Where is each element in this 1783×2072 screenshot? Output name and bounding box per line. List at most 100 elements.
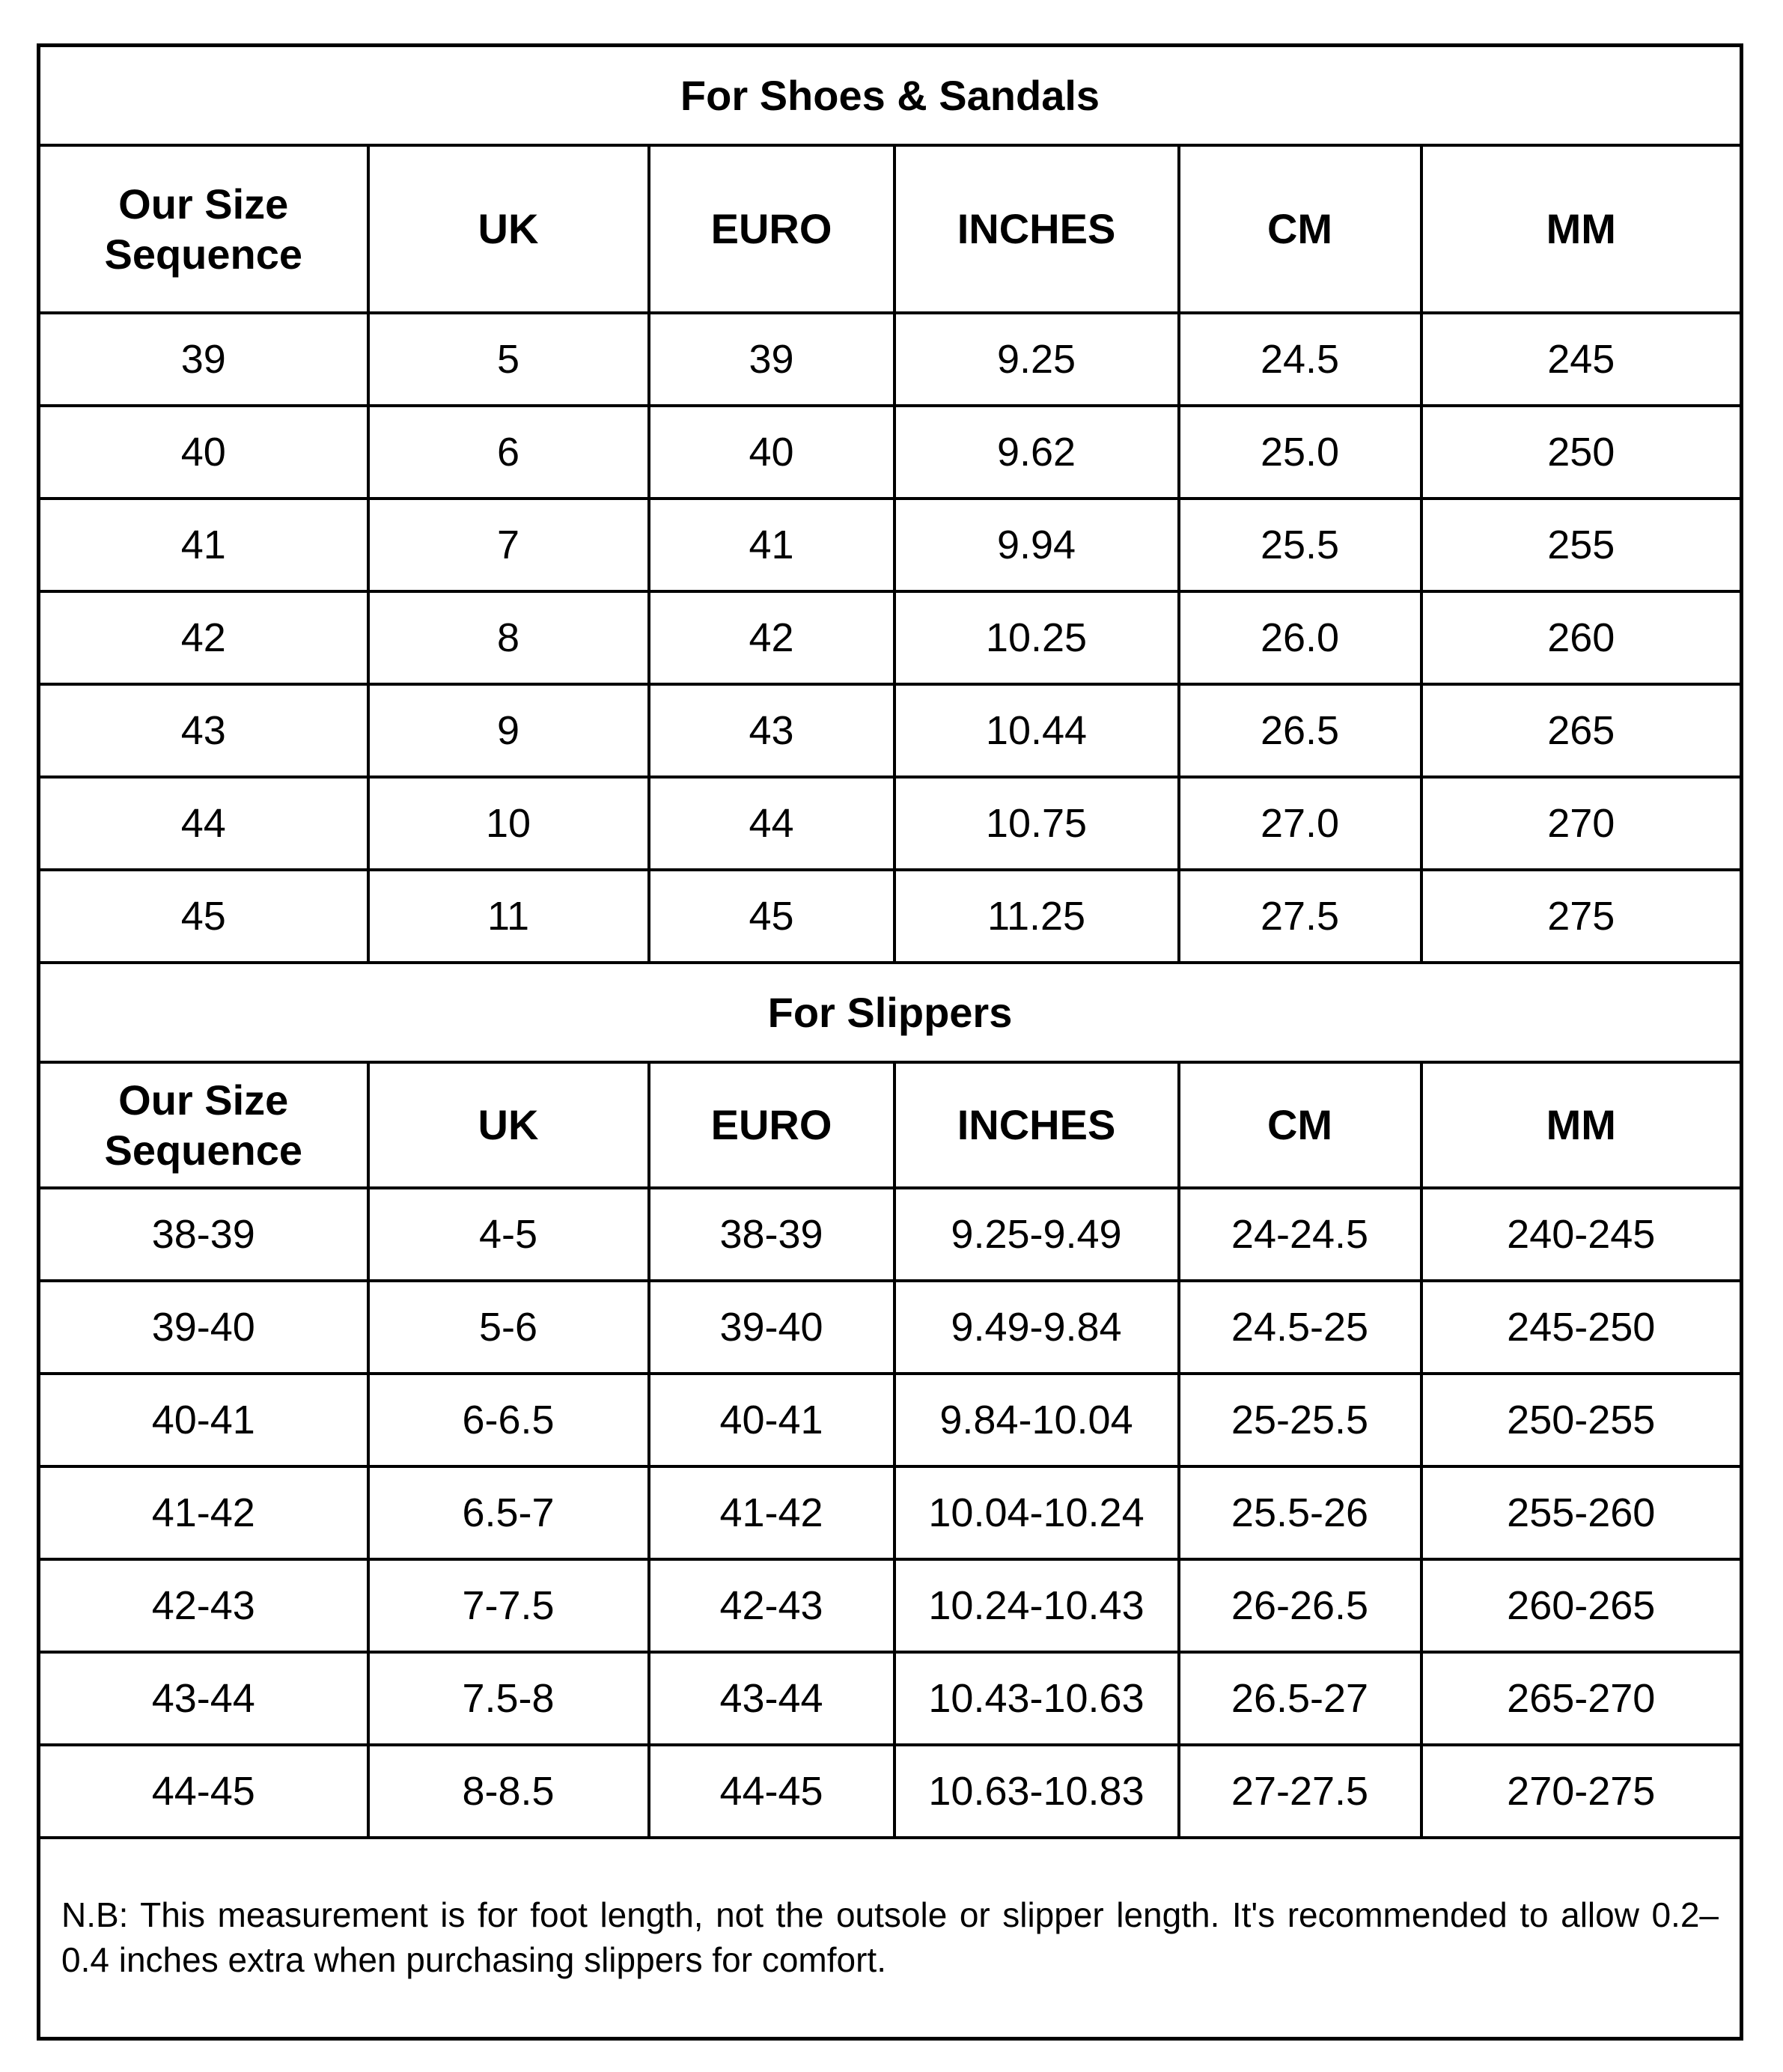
shoes-section-title: For Shoes & Sandals (37, 43, 1743, 147)
table-cell: 265 (1419, 683, 1743, 778)
column-header: Our Size Sequence (37, 144, 370, 314)
note-row: N.B: This measurement is for foot length… (37, 1836, 1743, 2041)
table-cell: 250 (1419, 404, 1743, 500)
table-cell: 275 (1419, 868, 1743, 964)
column-header: INCHES (892, 144, 1180, 314)
table-cell: 39 (647, 311, 896, 407)
table-cell: 9.49-9.84 (892, 1279, 1180, 1375)
table-cell: 27-27.5 (1177, 1743, 1423, 1839)
footnote-text: N.B: This measurement is for foot length… (37, 1836, 1743, 2041)
column-header: CM (1177, 144, 1423, 314)
table-cell: 44-45 (647, 1743, 896, 1839)
table-cell: 40 (37, 404, 370, 500)
slippers-section-title-row: For Slippers (37, 961, 1743, 1064)
table-cell: 43-44 (647, 1651, 896, 1746)
table-cell: 9.25 (892, 311, 1180, 407)
table-cell: 7.5-8 (366, 1651, 650, 1746)
table-row: 42 8 42 10.25 26.0 260 (37, 590, 1743, 686)
table-cell: 4-5 (366, 1186, 650, 1282)
column-header: UK (366, 144, 650, 314)
table-row: 40-41 6-6.5 40-41 9.84-10.04 25-25.5 250-255 (37, 1372, 1743, 1468)
table-cell: 42 (37, 590, 370, 686)
table-cell: 41-42 (647, 1465, 896, 1561)
table-cell: 26.0 (1177, 590, 1423, 686)
table-row: 40 6 40 9.62 25.0 250 (37, 404, 1743, 500)
table-cell: 24-24.5 (1177, 1186, 1423, 1282)
table-cell: 265-270 (1419, 1651, 1743, 1746)
table-cell: 11.25 (892, 868, 1180, 964)
table-cell: 25.5-26 (1177, 1465, 1423, 1561)
table-cell: 43 (37, 683, 370, 778)
table-cell: 10 (366, 776, 650, 871)
table-cell: 25.0 (1177, 404, 1423, 500)
table-cell: 9.62 (892, 404, 1180, 500)
table-cell: 6.5-7 (366, 1465, 650, 1561)
table-cell: 10.44 (892, 683, 1180, 778)
table-cell: 260 (1419, 590, 1743, 686)
table-cell: 43-44 (37, 1651, 370, 1746)
table-row: 39-40 5-6 39-40 9.49-9.84 24.5-25 245-250 (37, 1279, 1743, 1375)
table-cell: 26.5-27 (1177, 1651, 1423, 1746)
table-cell: 245-250 (1419, 1279, 1743, 1375)
table-cell: 24.5-25 (1177, 1279, 1423, 1375)
size-chart-table: For Shoes & Sandals Our Size Sequence UK EU… (37, 43, 1743, 2041)
table-row: 43-44 7.5-8 43-44 10.43-10.63 26.5-27 265-270 (37, 1651, 1743, 1746)
table-cell: 255 (1419, 497, 1743, 593)
table-cell: 9.84-10.04 (892, 1372, 1180, 1468)
table-cell: 10.63-10.83 (892, 1743, 1180, 1839)
table-cell: 245 (1419, 311, 1743, 407)
table-cell: 38-39 (37, 1186, 370, 1282)
table-cell: 11 (366, 868, 650, 964)
table-cell: 42-43 (37, 1558, 370, 1654)
table-cell: 260-265 (1419, 1558, 1743, 1654)
table-cell: 26.5 (1177, 683, 1423, 778)
table-cell: 250-255 (1419, 1372, 1743, 1468)
table-cell: 39 (37, 311, 370, 407)
table-cell: 270 (1419, 776, 1743, 871)
table-cell: 41 (37, 497, 370, 593)
table-cell: 45 (37, 868, 370, 964)
table-cell: 41 (647, 497, 896, 593)
table-cell: 25-25.5 (1177, 1372, 1423, 1468)
table-cell: 43 (647, 683, 896, 778)
table-cell: 5-6 (366, 1279, 650, 1375)
table-cell: 9 (366, 683, 650, 778)
table-cell: 44-45 (37, 1743, 370, 1839)
table-cell: 39-40 (37, 1279, 370, 1375)
table-row: 45 11 45 11.25 27.5 275 (37, 868, 1743, 964)
table-cell: 25.5 (1177, 497, 1423, 593)
table-cell: 24.5 (1177, 311, 1423, 407)
column-header: INCHES (892, 1061, 1180, 1189)
table-cell: 27.0 (1177, 776, 1423, 871)
table-cell: 38-39 (647, 1186, 896, 1282)
column-header: UK (366, 1061, 650, 1189)
table-cell: 5 (366, 311, 650, 407)
column-header: EURO (647, 144, 896, 314)
table-row: 39 5 39 9.25 24.5 245 (37, 311, 1743, 407)
column-header: Our Size Sequence (37, 1061, 370, 1189)
table-cell: 9.25-9.49 (892, 1186, 1180, 1282)
slippers-section-title: For Slippers (37, 961, 1743, 1064)
table-cell: 40 (647, 404, 896, 500)
table-cell: 10.25 (892, 590, 1180, 686)
table-cell: 10.75 (892, 776, 1180, 871)
table-row: 42-43 7-7.5 42-43 10.24-10.43 26-26.5 260-265 (37, 1558, 1743, 1654)
table-row: 38-39 4-5 38-39 9.25-9.49 24-24.5 240-245 (37, 1186, 1743, 1282)
table-cell: 270-275 (1419, 1743, 1743, 1839)
table-cell: 10.24-10.43 (892, 1558, 1180, 1654)
shoes-section-title-row: For Shoes & Sandals (37, 43, 1743, 147)
table-cell: 6-6.5 (366, 1372, 650, 1468)
table-cell: 6 (366, 404, 650, 500)
shoes-header-row: Our Size Sequence UK EURO INCHES CM MM (37, 144, 1743, 314)
table-row: 44 10 44 10.75 27.0 270 (37, 776, 1743, 871)
table-cell: 40-41 (647, 1372, 896, 1468)
table-cell: 9.94 (892, 497, 1180, 593)
table-cell: 44 (37, 776, 370, 871)
table-cell: 39-40 (647, 1279, 896, 1375)
table-cell: 27.5 (1177, 868, 1423, 964)
table-row: 41-42 6.5-7 41-42 10.04-10.24 25.5-26 255-260 (37, 1465, 1743, 1561)
table-cell: 26-26.5 (1177, 1558, 1423, 1654)
table-row: 44-45 8-8.5 44-45 10.63-10.83 27-27.5 270-275 (37, 1743, 1743, 1839)
table-cell: 8-8.5 (366, 1743, 650, 1839)
table-cell: 42 (647, 590, 896, 686)
